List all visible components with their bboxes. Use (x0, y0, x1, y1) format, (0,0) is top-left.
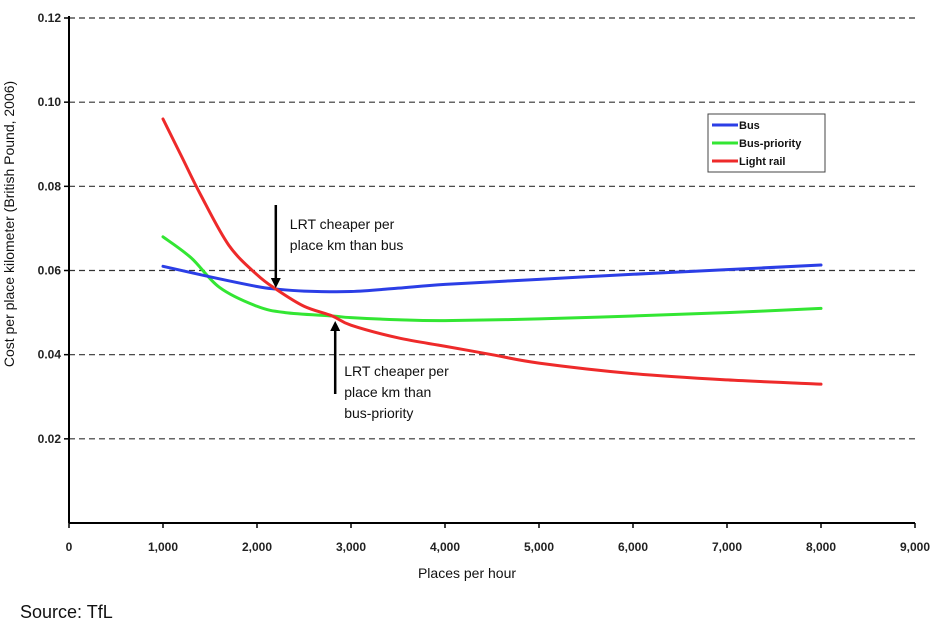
x-tick-label: 9,000 (900, 540, 930, 554)
series-line-bus-priority (161, 235, 823, 323)
y-axis-ticks: 0.02 0.04 0.06 0.08 0.10 0.12 (38, 11, 69, 446)
legend-label: Bus-priority (739, 138, 802, 150)
source-caption: Source: TfL (20, 602, 113, 622)
series-line-light-rail (161, 117, 823, 386)
legend: Bus Bus-priority Light rail (707, 113, 826, 173)
y-axis-title: Cost per place kilometer (British Pound,… (1, 81, 17, 367)
x-tick-label: 4,000 (430, 540, 460, 554)
x-tick-label: 3,000 (336, 540, 366, 554)
legend-label: Bus (739, 120, 760, 132)
x-tick-label: 0 (66, 540, 73, 554)
y-tick-label: 0.02 (38, 432, 62, 446)
y-tick-label: 0.08 (38, 179, 62, 193)
annotation-text: LRT cheaper per (290, 216, 395, 232)
series-lines (161, 117, 823, 386)
axes (68, 16, 915, 524)
legend-label: Light rail (739, 156, 785, 168)
annotation-text: LRT cheaper per (344, 363, 449, 379)
y-tick-label: 0.12 (38, 11, 62, 25)
x-tick-label: 8,000 (806, 540, 836, 554)
x-axis-title: Places per hour (418, 565, 516, 581)
x-tick-label: 2,000 (242, 540, 272, 554)
x-axis-ticks: 0 1,000 2,000 3,000 4,000 5,000 6,000 7,000 8,00… (66, 523, 930, 554)
x-tick-label: 7,000 (712, 540, 742, 554)
line-chart: 0 1,000 2,000 3,000 4,000 5,000 6,000 7,000 8,00… (1, 11, 930, 581)
y-tick-label: 0.06 (38, 264, 62, 278)
y-tick-label: 0.04 (38, 348, 62, 362)
annotation-text: bus-priority (344, 405, 413, 421)
annotation-text: place km than bus (290, 237, 404, 253)
x-tick-label: 1,000 (148, 540, 178, 554)
x-tick-label: 5,000 (524, 540, 554, 554)
gridlines (69, 17, 915, 440)
annotations: LRT cheaper per place km than bus LRT chea… (270, 205, 449, 421)
y-tick-label: 0.10 (38, 95, 62, 109)
series-line-bus (161, 263, 823, 294)
annotation-text: place km than (344, 384, 431, 400)
x-tick-label: 6,000 (618, 540, 648, 554)
